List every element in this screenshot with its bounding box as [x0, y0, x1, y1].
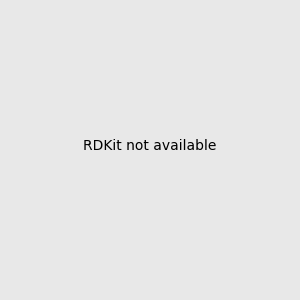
Text: RDKit not available: RDKit not available	[83, 139, 217, 153]
